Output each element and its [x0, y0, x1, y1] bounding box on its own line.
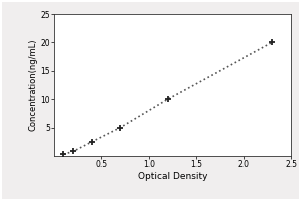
Y-axis label: Concentration(ng/mL): Concentration(ng/mL): [28, 39, 38, 131]
X-axis label: Optical Density: Optical Density: [138, 172, 207, 181]
